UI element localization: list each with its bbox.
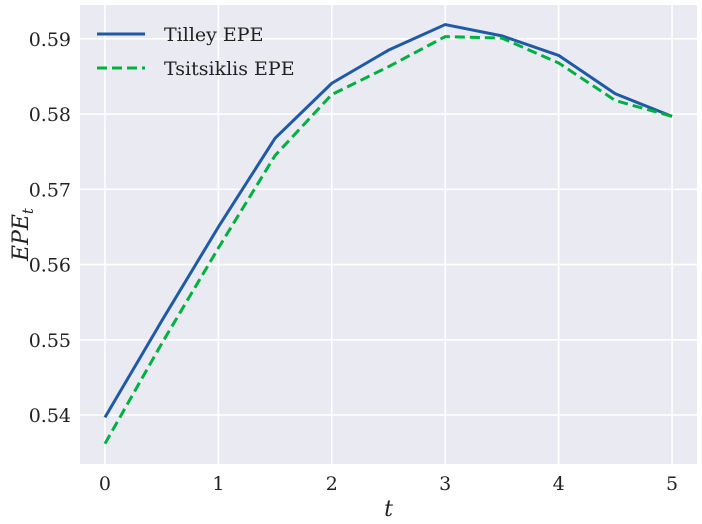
grid-lines: [80, 5, 697, 464]
y-axis-label: EPEt: [9, 207, 37, 262]
x-tick-label: 1: [212, 473, 224, 495]
y-tick-label: 0.56: [29, 255, 71, 277]
x-tick-label: 3: [439, 473, 451, 495]
series-line-2: [103, 35, 673, 445]
x-tick-label: 4: [553, 473, 565, 495]
y-tick-label: 0.57: [29, 179, 71, 201]
legend: Tilley EPE Tsitsiklis EPE: [97, 24, 295, 80]
y-axis-label-main: EPE: [9, 214, 34, 262]
y-tick-label: 0.54: [29, 405, 71, 427]
series-line-1: [103, 23, 673, 419]
plot-area: [80, 5, 697, 464]
x-tick-label: 5: [666, 473, 678, 495]
x-tick-label: 0: [99, 473, 111, 495]
y-tick-label: 0.58: [29, 104, 71, 126]
y-axis-label-subscript: t: [19, 207, 37, 214]
series-lines: [103, 23, 673, 445]
legend-label-2: Tsitsiklis EPE: [164, 58, 295, 80]
x-tick-label: 2: [326, 473, 338, 495]
y-tick-label: 0.59: [29, 29, 71, 51]
y-tick-label: 0.55: [29, 330, 71, 352]
x-axis-label: t: [384, 497, 393, 522]
legend-label-1: Tilley EPE: [164, 24, 263, 46]
tick-labels: 0 1 2 3 4 5 0.54 0.55 0.56 0.57 0.58 0.59: [29, 29, 678, 495]
